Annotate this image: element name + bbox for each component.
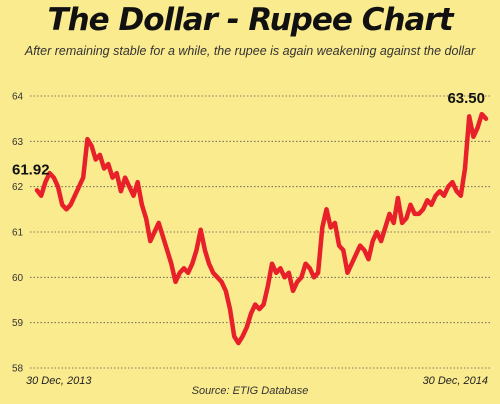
y-tick-label: 62 [12,182,24,193]
x-label-start: 30 Dec, 2013 [26,375,92,387]
y-tick-label: 58 [12,364,24,375]
data-label-end: 63.50 [447,90,485,107]
data-label-start: 61.92 [12,161,50,178]
y-tick-label: 60 [12,273,24,284]
chart-title: The Dollar - Rupee Chart [47,2,453,38]
y-tick-label: 61 [12,228,24,239]
chart-subtitle: After remaining stable for a while, the … [24,44,476,58]
rupee-series-line [34,111,489,346]
source-note: Source: ETIG Database [191,385,309,397]
y-tick-label: 59 [12,318,24,329]
y-tick-label: 63 [12,137,24,148]
x-label-end: 30 Dec, 2014 [423,375,488,387]
y-tick-label: 64 [12,92,24,103]
